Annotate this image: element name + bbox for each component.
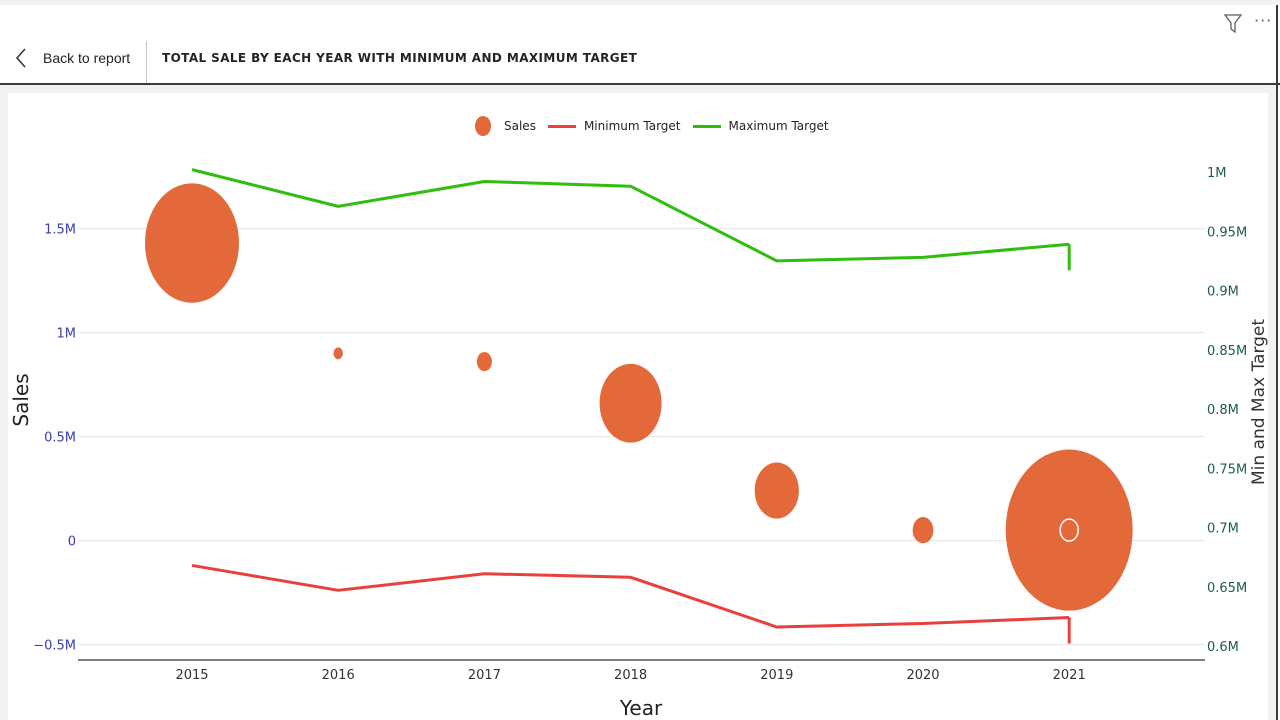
x-tick-label: 2021 [1053,668,1086,683]
filter-icon[interactable] [1224,14,1242,34]
legend-label-sales: Sales [504,119,536,133]
sales-bubble [476,352,492,372]
sales-bubble [754,462,799,519]
legend-item-minimum-target[interactable]: Minimum Target [547,119,681,133]
y2-tick-label: 0.75M [1207,462,1247,477]
focus-mode-header: Back to report TOTAL SALE BY EACH YEAR W… [0,5,1280,85]
x-tick-label: 2018 [614,668,647,683]
chevron-left-icon [15,48,26,68]
y2-tick-label: 0.9M [1207,285,1239,300]
visual-title: TOTAL SALE BY EACH YEAR WITH MINIMUM AND… [162,51,638,65]
legend-marker-minimum-target [547,124,576,128]
right-edge [1276,5,1278,720]
y2-tick-label: 1M [1207,166,1227,181]
highlight-marker [1059,518,1079,542]
y2-tick-label: 0.7M [1207,522,1239,537]
y2-axis-title: Min and Max Target [1249,319,1269,485]
y-axis-title: Sales [9,373,33,426]
y-tick-label: 0.5M [44,431,76,446]
y-tick-label: 1M [57,327,77,342]
back-to-report-label: Back to report [43,50,131,66]
legend-marker-sales [475,116,491,136]
chart-legend: Sales Minimum Target Maximum Target [475,116,841,136]
x-tick-label: 2017 [468,668,501,683]
legend-marker-maximum-target [692,124,721,128]
x-tick-label: 2019 [760,668,793,683]
y2-tick-label: 0.95M [1207,225,1247,240]
y2-tick-label: 0.65M [1207,581,1247,596]
y-tick-label: 0 [68,535,76,550]
sales-bubble [1005,449,1133,611]
legend-item-maximum-target[interactable]: Maximum Target [692,119,829,133]
x-axis-title: Year [619,696,663,720]
legend-label-minimum-target: Minimum Target [583,119,681,133]
y2-tick-label: 0.6M [1207,640,1239,655]
sales-bubble [912,516,934,544]
more-options-icon[interactable]: ··· [1254,11,1273,30]
y2-tick-label: 0.85M [1207,344,1247,359]
x-tick-label: 2015 [175,668,208,683]
legend-item-sales[interactable]: Sales [475,116,536,136]
sales-bubble [145,183,239,303]
x-tick-label: 2016 [322,668,355,683]
y2-tick-label: 0.8M [1207,403,1239,418]
maximum-target-line [191,168,1070,263]
y-tick-label: −0.5M [33,639,76,654]
minimum-target-line [191,563,1070,629]
y-tick-label: 1.5M [44,223,76,238]
back-to-report-button[interactable]: Back to report [14,43,130,73]
sales-bubble [599,363,662,443]
header-divider [146,41,147,83]
x-tick-label: 2020 [906,668,939,683]
legend-label-maximum-target: Maximum Target [728,119,829,133]
sales-bubble [333,347,343,360]
